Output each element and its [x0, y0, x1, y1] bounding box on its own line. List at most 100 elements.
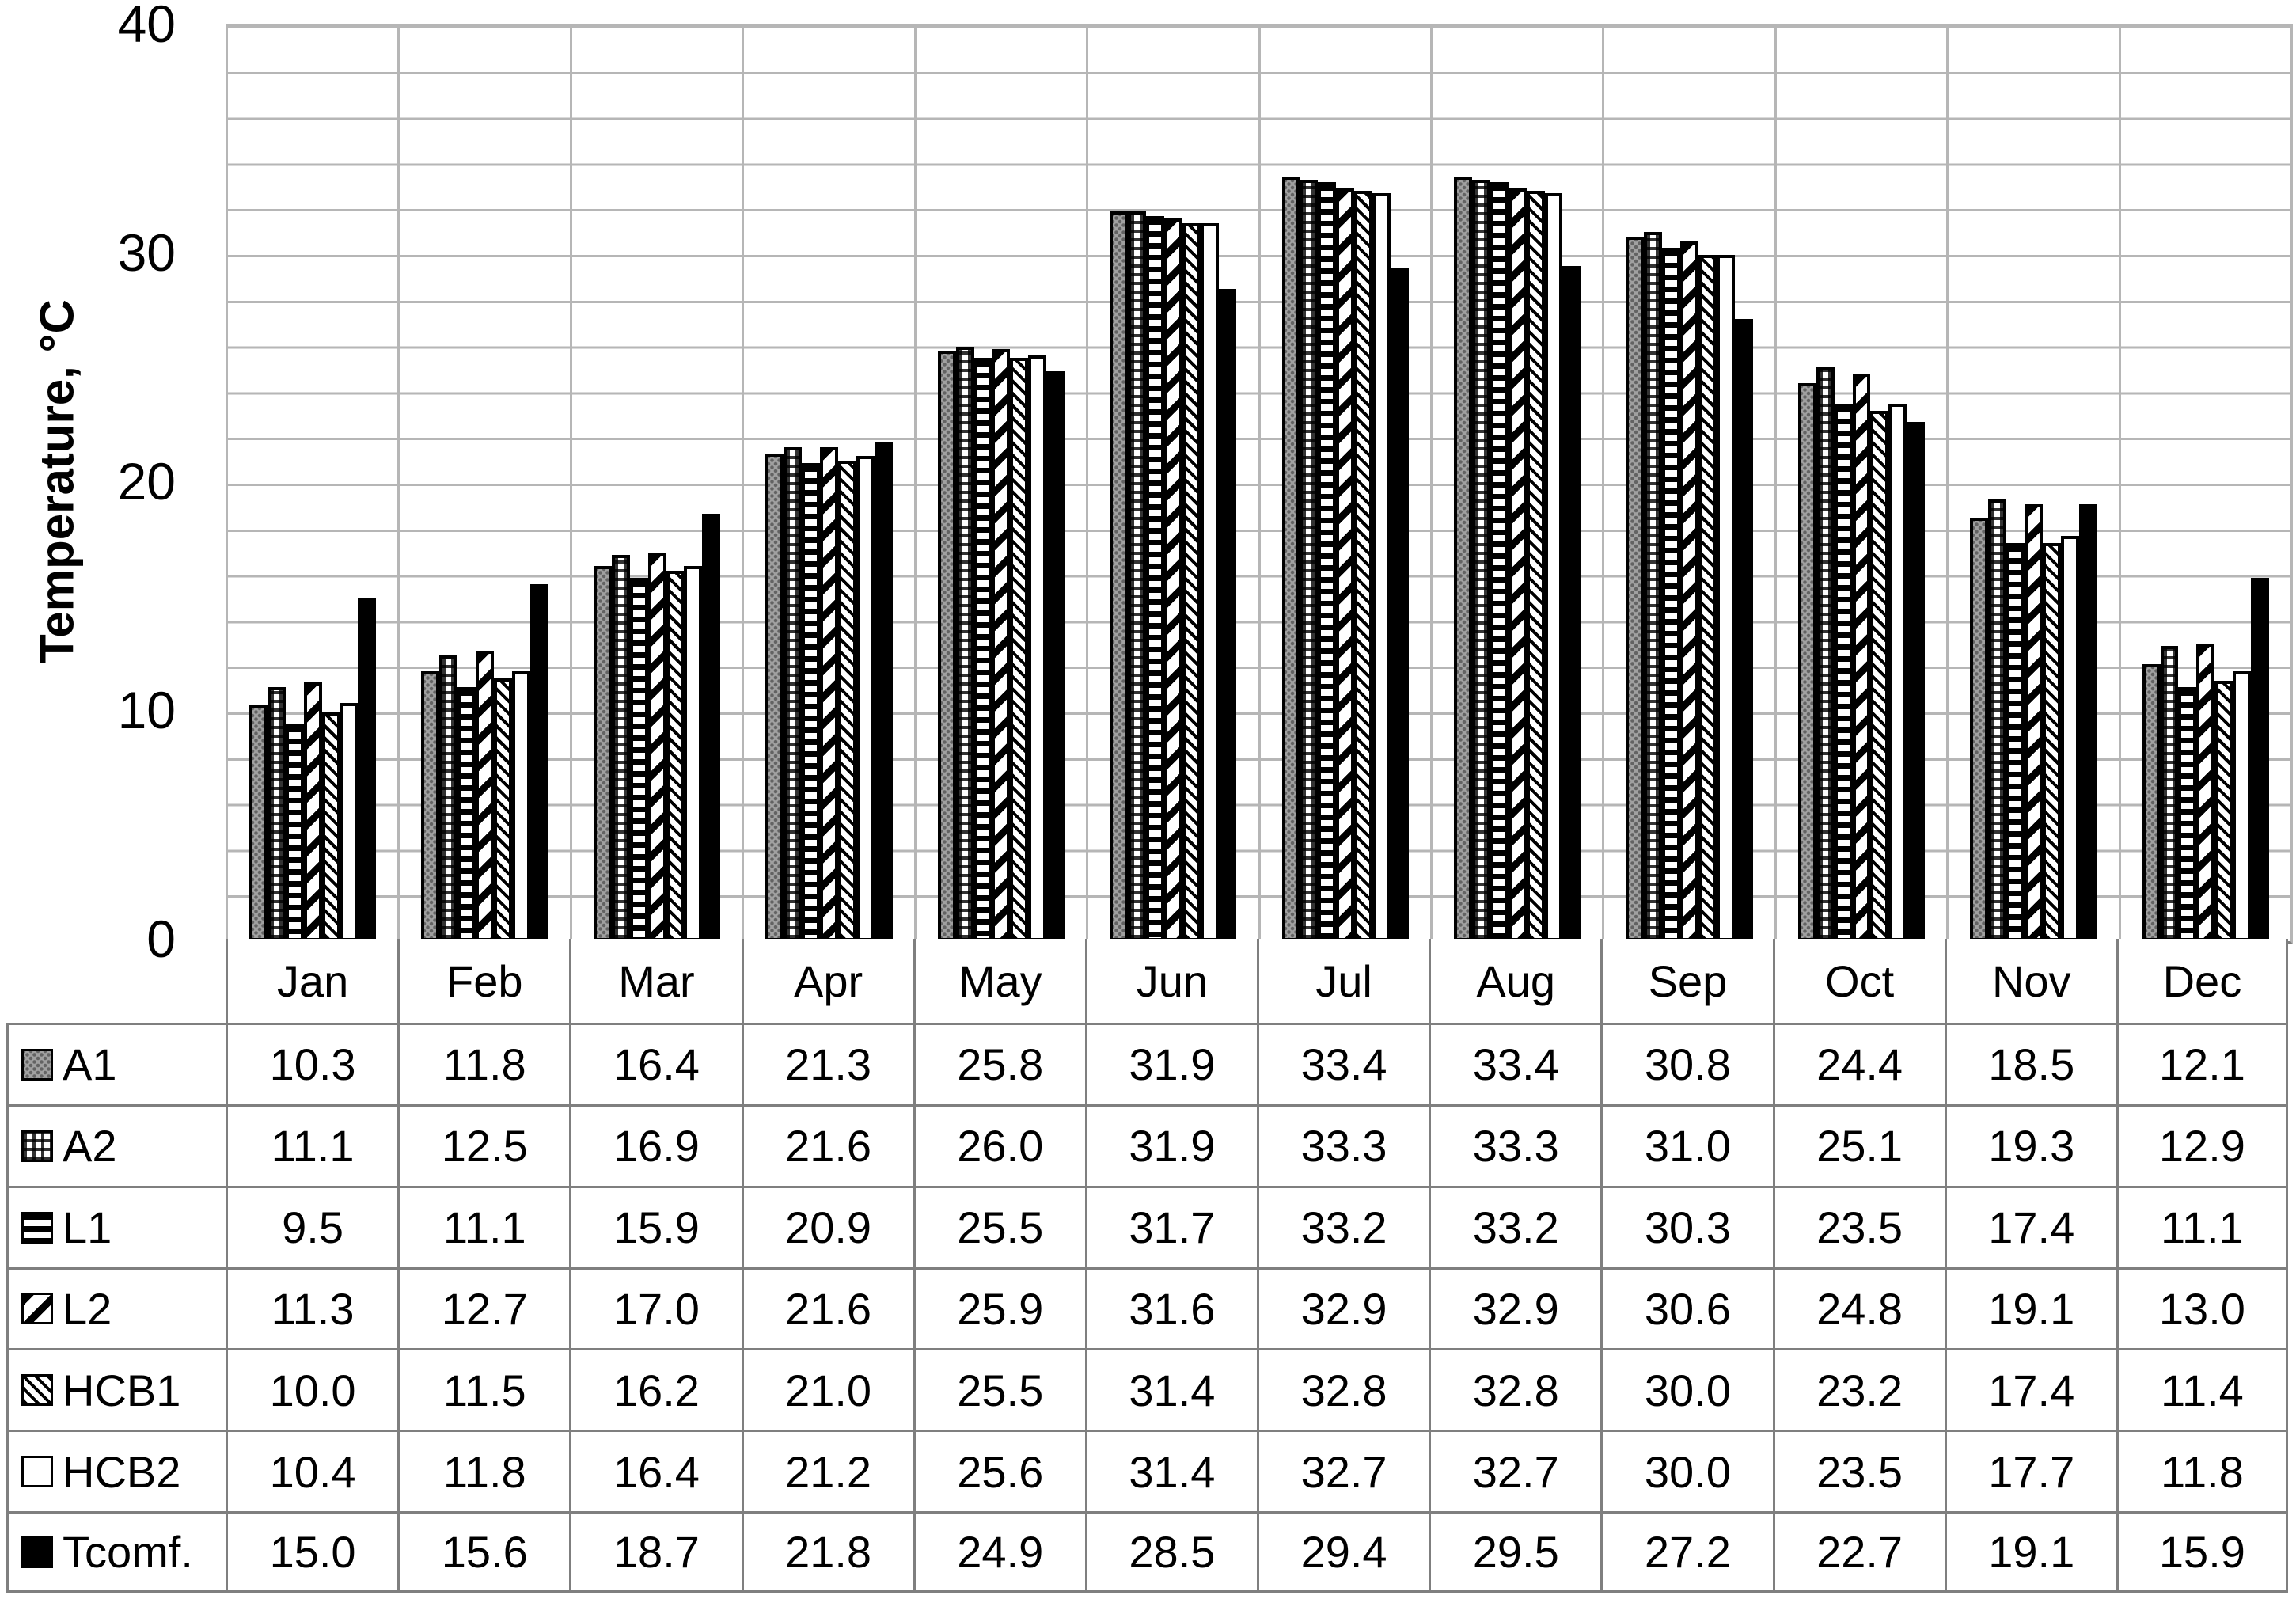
bar-hcb1-apr [837, 461, 856, 941]
bar-l2-jul [1336, 188, 1355, 941]
legend-cell-tcomf: Tcomf. [6, 1511, 226, 1593]
legend-icon-l1 [21, 1211, 53, 1244]
value-cell-l1-mar: 15.9 [569, 1185, 742, 1267]
bar-l2-apr [820, 446, 838, 941]
legend-icon-hcb1 [21, 1374, 53, 1407]
bar-hcb1-dec [2214, 680, 2233, 941]
value-cell-a2-mar: 16.9 [569, 1103, 742, 1186]
value-cell-a2-may: 26.0 [913, 1103, 1085, 1186]
value-cell-tcomf-dec: 15.9 [2116, 1511, 2288, 1593]
bar-group-apr [744, 26, 913, 941]
month-header-apr: Apr [741, 939, 913, 1023]
bar-group-nov [1949, 26, 2118, 941]
value-cell-l1-jul: 33.2 [1257, 1185, 1429, 1267]
value-cell-a2-sep: 31.0 [1600, 1103, 1773, 1186]
bar-l1-jul [1318, 181, 1337, 941]
bar-l1-mar [629, 577, 648, 941]
bar-group-mar [572, 26, 742, 941]
bar-l2-jan [303, 682, 322, 941]
bar-hcb2-sep [1716, 255, 1735, 941]
month-column-jul [1261, 26, 1433, 941]
y-tick-label-20: 20 [117, 452, 176, 511]
bar-hcb1-oct [1870, 410, 1889, 941]
bar-tcomf-sep [1734, 318, 1753, 941]
value-cell-a1-oct: 24.4 [1772, 1023, 1945, 1104]
bar-l2-mar [647, 552, 666, 941]
bar-group-jun [1088, 26, 1258, 941]
bar-l1-nov [2006, 543, 2025, 941]
value-cell-l2-mar: 17.0 [569, 1267, 742, 1349]
value-cell-a1-jul: 33.4 [1257, 1023, 1429, 1104]
value-cell-a1-may: 25.8 [913, 1023, 1085, 1104]
value-cell-l2-feb: 12.7 [397, 1267, 570, 1349]
month-header-feb: Feb [397, 939, 570, 1023]
legend-label-tcomf: Tcomf. [63, 1527, 193, 1578]
legend-label-hcb1: HCB1 [63, 1365, 181, 1415]
value-cell-hcb2-jan: 10.4 [226, 1430, 398, 1512]
bar-a2-jan [267, 687, 286, 941]
bar-hcb1-jun [1182, 222, 1201, 941]
value-cell-a2-dec: 12.9 [2116, 1103, 2288, 1186]
month-column-apr [744, 26, 917, 941]
bar-a1-dec [2142, 664, 2161, 941]
bar-hcb2-jan [340, 703, 359, 941]
bar-group-jan [228, 26, 397, 941]
value-cell-hcb2-feb: 11.8 [397, 1430, 570, 1512]
bar-a2-mar [611, 554, 630, 941]
month-header-jun: Jun [1084, 939, 1257, 1023]
bar-hcb2-may [1028, 355, 1047, 941]
bar-a1-may [937, 351, 956, 941]
bar-l2-oct [1852, 374, 1871, 941]
bar-a2-oct [1816, 367, 1835, 941]
bar-tcomf-apr [874, 442, 893, 941]
month-header-jan: Jan [226, 939, 398, 1023]
bar-hcb2-dec [2233, 670, 2252, 941]
bar-a1-nov [1970, 518, 1989, 941]
bar-l2-nov [2024, 504, 2043, 941]
bar-l1-sep [1662, 248, 1681, 941]
bar-tcomf-jan [358, 598, 377, 941]
value-cell-l2-oct: 24.8 [1772, 1267, 1945, 1349]
value-cell-hcb1-mar: 16.2 [569, 1348, 742, 1430]
bar-group-oct [1777, 26, 1946, 941]
value-cell-a2-feb: 12.5 [397, 1103, 570, 1186]
month-column-mar [572, 26, 745, 941]
legend-label-l1: L1 [63, 1202, 112, 1253]
bar-l1-feb [457, 687, 476, 941]
value-cell-l2-jun: 31.6 [1084, 1267, 1257, 1349]
bar-hcb1-aug [1526, 191, 1545, 941]
month-column-dec [2121, 26, 2290, 941]
value-cell-l1-nov: 17.4 [1944, 1185, 2116, 1267]
value-cell-l1-sep: 30.3 [1600, 1185, 1773, 1267]
data-table: Jan Feb Mar Apr May Jun Jul Aug Sep Oct Nov Dec A1 10… [6, 939, 2288, 1593]
value-cell-l1-feb: 11.1 [397, 1185, 570, 1267]
value-cell-tcomf-feb: 15.6 [397, 1511, 570, 1593]
y-tick-label-30: 30 [117, 223, 176, 282]
month-column-sep [1604, 26, 1777, 941]
value-cell-a1-aug: 33.4 [1429, 1023, 1601, 1104]
bar-a2-apr [784, 446, 803, 941]
value-cell-a1-nov: 18.5 [1944, 1023, 2116, 1104]
bar-hcb1-feb [494, 678, 512, 941]
bar-l2-feb [476, 650, 495, 941]
bar-a1-jan [249, 705, 268, 941]
bar-group-may [917, 26, 1086, 941]
value-cell-hcb2-apr: 21.2 [741, 1430, 913, 1512]
y-tick-label-40: 40 [117, 0, 176, 53]
bar-tcomf-jun [1218, 289, 1237, 941]
value-cell-a2-apr: 21.6 [741, 1103, 913, 1186]
bar-tcomf-nov [2078, 504, 2097, 941]
month-header-jul: Jul [1257, 939, 1429, 1023]
month-header-mar: Mar [569, 939, 742, 1023]
value-cell-a2-jul: 33.3 [1257, 1103, 1429, 1186]
bar-a2-jun [1128, 211, 1146, 941]
value-cell-tcomf-jul: 29.4 [1257, 1511, 1429, 1593]
value-cell-tcomf-oct: 22.7 [1772, 1511, 1945, 1593]
legend-icon-a2 [21, 1130, 53, 1162]
bar-hcb2-apr [856, 456, 875, 941]
value-cell-l1-apr: 20.9 [741, 1185, 913, 1267]
value-cell-hcb1-may: 25.5 [913, 1348, 1085, 1430]
legend-label-a2: A2 [63, 1121, 117, 1172]
value-cell-a1-mar: 16.4 [569, 1023, 742, 1104]
bar-a2-sep [1644, 232, 1663, 941]
